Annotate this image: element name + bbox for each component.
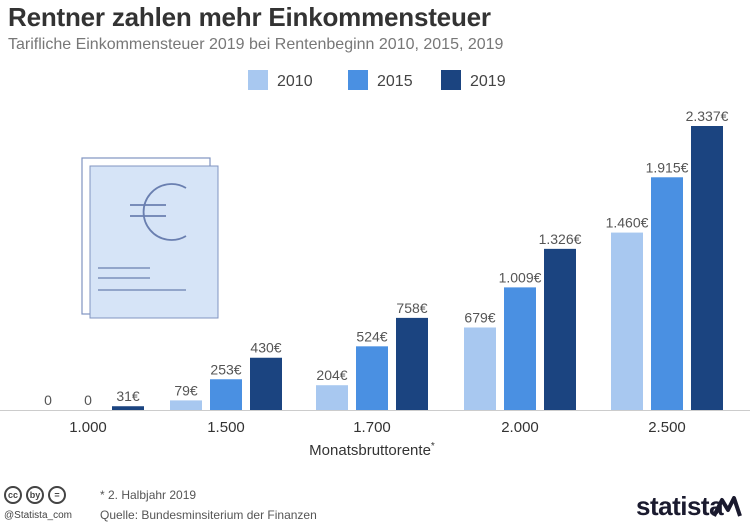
data-label-2019-1.700: 758€	[396, 300, 427, 316]
statista-handle: @Statista_com	[4, 510, 72, 521]
bar-2019-2.000	[544, 248, 576, 410]
document-illustration-page	[89, 165, 219, 319]
no-derivatives-icon: =	[48, 486, 66, 504]
bar-2019-1.700	[396, 317, 428, 410]
data-label-2015-2.500: 1.915€	[646, 159, 689, 175]
data-label-2019-2.500: 2.337€	[686, 108, 729, 124]
legend-label-2015: 2015	[377, 73, 413, 90]
legend-swatch-2010	[248, 70, 268, 90]
bar-2015-2.000	[504, 287, 536, 410]
legend-swatch-2015	[348, 70, 368, 90]
data-label-2015-1.700: 524€	[356, 328, 387, 344]
euro-symbol-icon	[142, 183, 187, 241]
data-label-2019-2.000: 1.326€	[539, 231, 582, 247]
x-tick-label-2.000: 2.000	[501, 419, 539, 436]
statista-logo-mark-icon	[712, 496, 742, 517]
bar-2015-1.700	[356, 346, 388, 410]
x-tick-label-1.700: 1.700	[353, 419, 391, 436]
bar-2010-2.000	[464, 327, 496, 410]
data-label-2010-1.500: 79€	[174, 382, 198, 398]
x-tick-label-1.000: 1.000	[69, 419, 107, 436]
legend-label-2019: 2019	[470, 73, 506, 90]
bar-2015-1.500	[210, 379, 242, 410]
data-label-2010-2.500: 1.460€	[606, 215, 649, 231]
data-label-2015-2.000: 1.009€	[499, 269, 542, 285]
attribution-icon: by	[26, 486, 44, 504]
x-axis-title: Monatsbruttorente*	[309, 441, 435, 459]
bar-2019-1.500	[250, 357, 282, 410]
x-tick-label-1.500: 1.500	[207, 419, 245, 436]
data-label-2015-1.000: 0	[84, 392, 92, 408]
bar-2019-2.500	[691, 126, 723, 410]
source-note: Quelle: Bundesminsiterium der Finanzen	[100, 508, 317, 522]
data-label-2019-1.500: 430€	[250, 340, 281, 356]
chart-subtitle: Tarifliche Einkommensteuer 2019 bei Rent…	[8, 36, 504, 53]
footnote: * 2. Halbjahr 2019	[100, 488, 197, 502]
data-label-2010-2.000: 679€	[464, 309, 495, 325]
bar-2010-2.500	[611, 232, 643, 410]
legend-label-2010: 2010	[277, 73, 313, 90]
bar-2010-1.500	[170, 400, 202, 410]
cc-icon: cc	[4, 486, 22, 504]
data-label-2019-1.000: 31€	[116, 388, 140, 404]
data-label-2010-1.000: 0	[44, 392, 52, 408]
data-label-2010-1.700: 204€	[316, 367, 347, 383]
chart-title: Rentner zahlen mehr Einkommensteuer	[8, 2, 491, 32]
bar-2019-1.000	[112, 406, 144, 410]
bar-chart: 2010 2015 2019 0 0 31€ 1.000 79€ 253€ 430€ 1.500 20…	[0, 70, 750, 459]
bar-2010-1.700	[316, 385, 348, 410]
statista-logo[interactable]: statista	[636, 491, 724, 521]
data-label-2015-1.500: 253€	[210, 361, 241, 377]
legend-swatch-2019	[441, 70, 461, 90]
license-icons: cc by =	[4, 486, 66, 504]
x-tick-label-2.500: 2.500	[648, 419, 686, 436]
bar-2015-2.500	[651, 177, 683, 410]
